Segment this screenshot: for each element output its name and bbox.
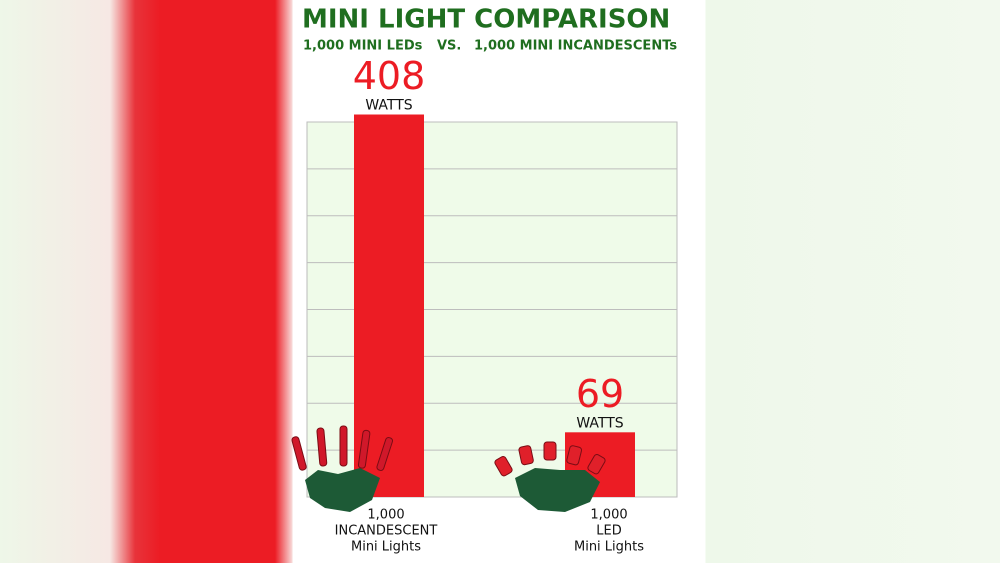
chart-title: MINI LIGHT COMPARISON — [302, 5, 670, 35]
subtitle: 1,000 MINI INCANDESCENTs — [474, 39, 677, 54]
x-tick-label: Mini Lights — [351, 540, 421, 555]
x-tick-label: LED — [596, 524, 621, 539]
subtitle: VS. — [437, 39, 461, 54]
value-label: 69 — [576, 372, 624, 416]
light-string-icon — [291, 425, 394, 512]
value-unit: WATTS — [576, 415, 623, 431]
x-tick-label: Mini Lights — [574, 540, 644, 555]
x-tick-label: INCANDESCENT — [335, 524, 438, 539]
value-unit: WATTS — [365, 98, 412, 114]
light-string-icon — [494, 441, 606, 512]
x-tick-label: 1,000 — [590, 508, 627, 523]
value-label: 408 — [353, 54, 426, 98]
subtitle: 1,000 MINI LEDs — [303, 39, 423, 54]
x-tick-label: 1,000 — [367, 508, 404, 523]
